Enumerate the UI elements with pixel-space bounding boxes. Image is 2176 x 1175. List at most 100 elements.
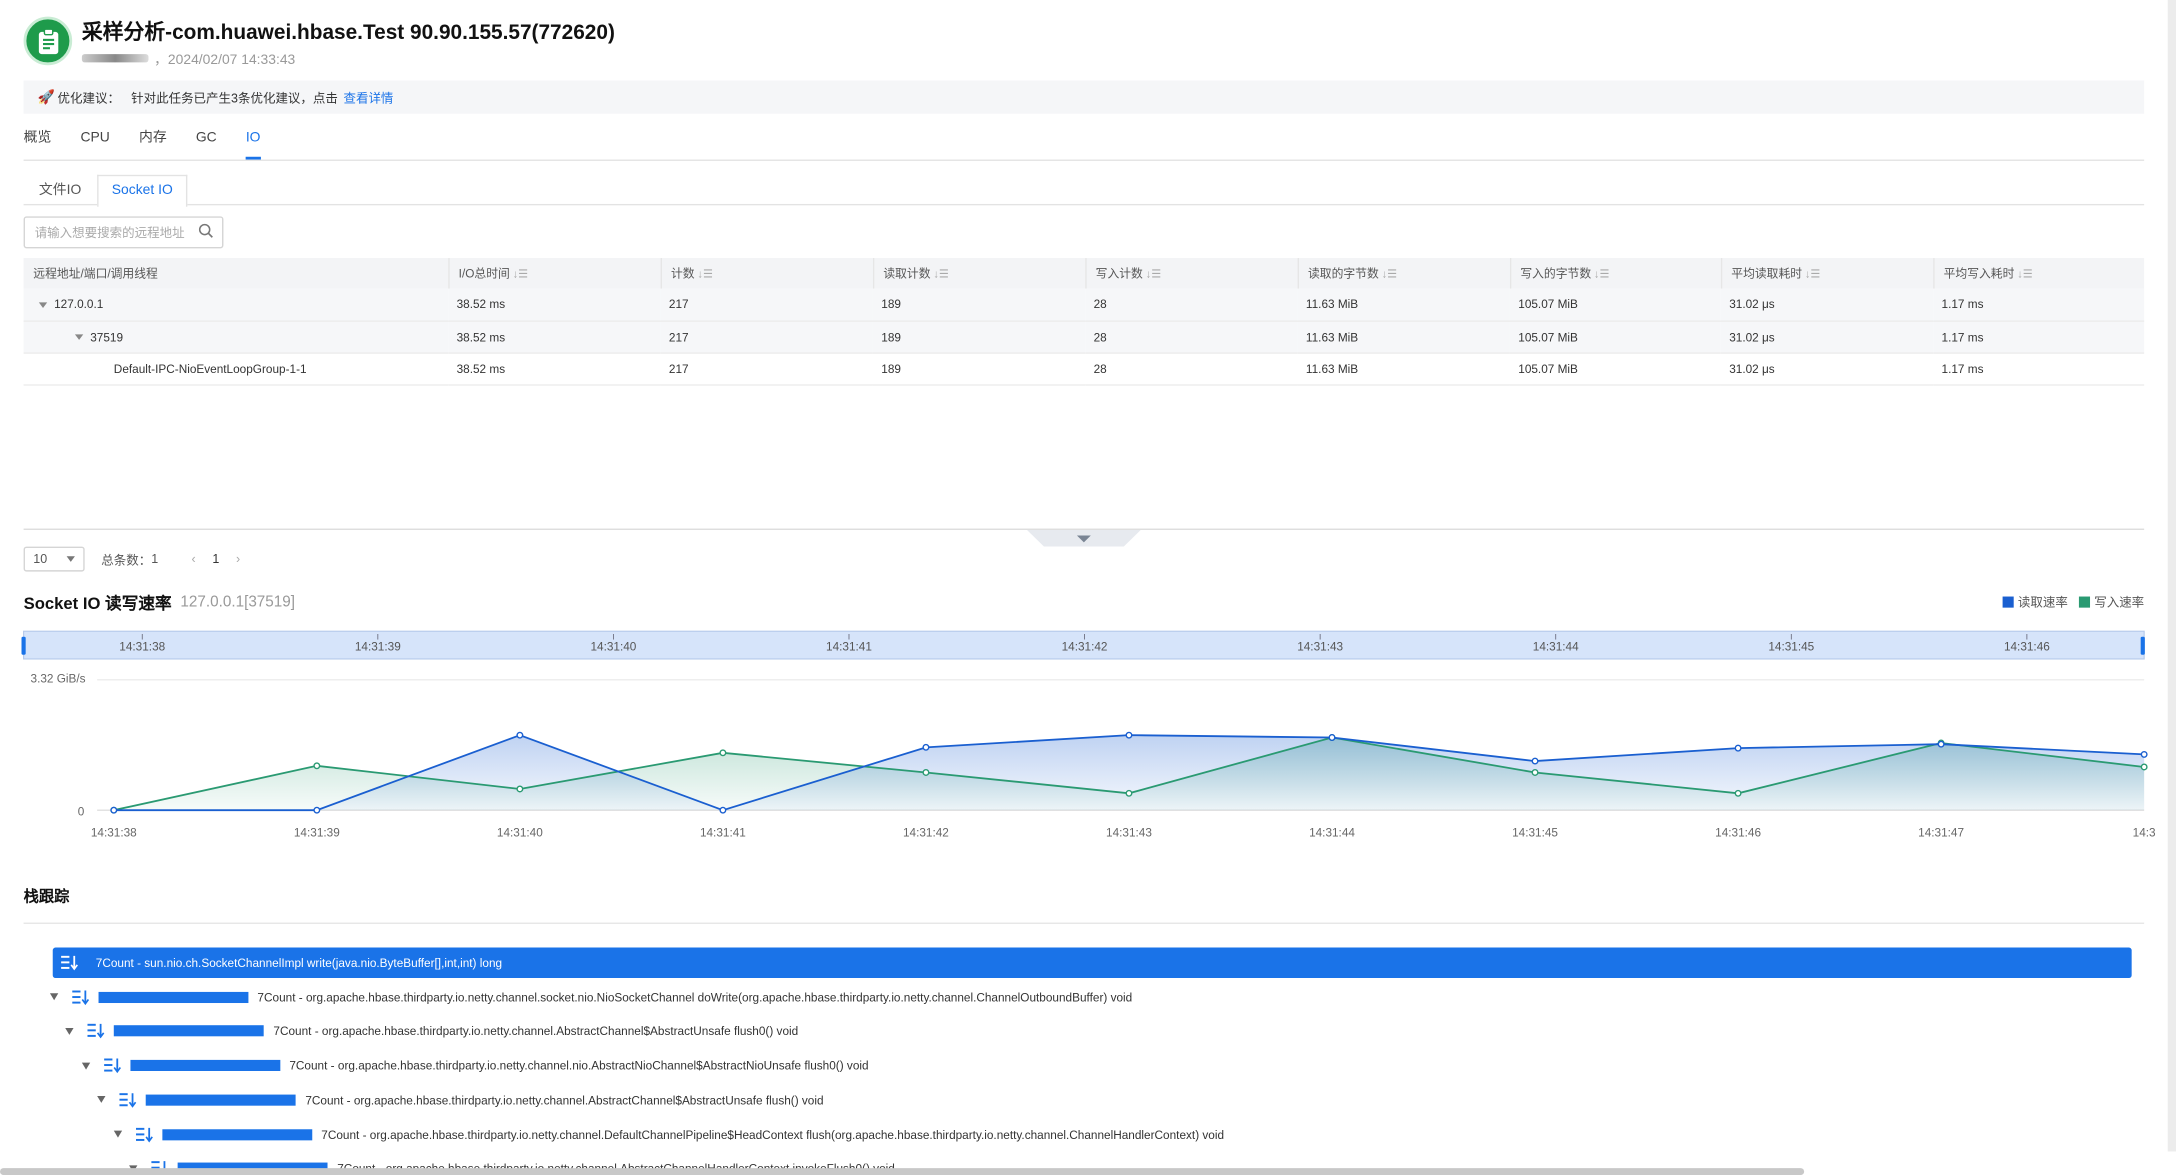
col-read-count[interactable]: 读取计数 ↓☰: [872, 258, 1086, 289]
expand-caret-icon[interactable]: [49, 993, 58, 1001]
notice-text: 针对此任务已产生3条优化建议，点击: [131, 90, 338, 105]
search-icon[interactable]: [198, 223, 213, 241]
sort-order-icon: [87, 1022, 105, 1040]
frame-count-bar: [145, 1094, 296, 1106]
stack-frame-label: 7Count - org.apache.hbase.thirdparty.io.…: [289, 1058, 869, 1073]
stack-frame-row[interactable]: 7Count - sun.nio.ch.SocketChannelImpl wr…: [52, 947, 2132, 979]
brush-handle-right: [2140, 636, 2145, 655]
remote-address-search: [23, 216, 224, 249]
col-io-total-time[interactable]: I/O总时间 ↓☰: [448, 258, 662, 289]
sort-icon[interactable]: ↓☰: [1804, 267, 1821, 281]
write-rate-point: [1125, 789, 1133, 797]
brush-tick-label: 14:31:44: [1533, 641, 1579, 654]
sort-icon[interactable]: ↓☰: [512, 267, 529, 281]
stack-frame-label: 7Count - org.apache.hbase.thirdparty.io.…: [273, 1024, 799, 1039]
read-rate-area: [113, 735, 2145, 811]
col-write-bytes[interactable]: 写入的字节数 ↓☰: [1509, 258, 1722, 289]
col-avg-write-time[interactable]: 平均写入耗时 ↓☰: [1933, 258, 2145, 289]
time-range-brush[interactable]: 14:31:38 14:31:39 14:31:40 14:31:41 14:31:42…: [21, 630, 2145, 660]
table-row[interactable]: 127.0.0.1 38.52 ms 217 189 28 11.63 MiB 105.0…: [23, 288, 2145, 322]
col-count[interactable]: 计数 ↓☰: [660, 258, 874, 289]
sort-icon[interactable]: ↓☰: [2017, 267, 2033, 281]
page-number[interactable]: 1: [212, 552, 220, 567]
chart-legend: 读取速率 写入速率: [2002, 592, 2144, 610]
tab-cpu[interactable]: CPU: [80, 130, 110, 146]
stack-frame-label: 7Count - org.apache.hbase.thirdparty.io.…: [305, 1092, 824, 1107]
frame-count-bar: [113, 1025, 264, 1037]
col-avg-read-time[interactable]: 平均读取耗时 ↓☰: [1720, 258, 1934, 289]
legend-item-read[interactable]: 读取速率: [2002, 592, 2068, 610]
stack-frame-row[interactable]: 7Count - org.apache.hbase.thirdparty.io.…: [65, 1016, 798, 1047]
expand-caret-icon[interactable]: [97, 1096, 106, 1104]
page-title: 采样分析-com.huawei.hbase.Test 90.90.155.57(…: [81, 20, 615, 45]
tab-io[interactable]: IO: [245, 128, 261, 160]
sort-icon[interactable]: ↓☰: [933, 267, 949, 281]
horizontal-scrollbar[interactable]: [0, 1168, 1805, 1175]
expand-caret-icon[interactable]: [81, 1062, 90, 1070]
sort-icon[interactable]: ↓☰: [697, 267, 713, 281]
x-tick-label: 14:31:43: [1106, 827, 1152, 840]
read-rate-point: [922, 743, 930, 751]
subtab-file-io[interactable]: 文件IO: [38, 183, 82, 199]
table-row[interactable]: 37519 38.52 ms 217 189 28 11.63 MiB 105.07 Mi…: [23, 320, 2145, 354]
vertical-scrollbar[interactable]: [2167, 0, 2176, 1152]
stack-frame-row[interactable]: 7Count - org.apache.hbase.thirdparty.io.…: [97, 1085, 824, 1116]
col-read-bytes[interactable]: 读取的字节数 ↓☰: [1297, 258, 1511, 289]
sort-icon[interactable]: ↓☰: [1593, 267, 1610, 281]
brush-tick-label: 14:31:39: [355, 641, 401, 654]
read-rate-point: [1328, 734, 1336, 741]
write-rate-point: [719, 749, 727, 757]
write-rate-point: [922, 769, 930, 776]
stack-trace-title: 栈跟踪: [23, 889, 70, 906]
chevron-down-icon: [1076, 534, 1091, 542]
expand-caret-icon[interactable]: [65, 1027, 74, 1035]
task-meta: ，2024/02/07 14:33:43: [81, 47, 295, 68]
col-write-count[interactable]: 写入计数 ↓☰: [1085, 258, 1299, 289]
x-tick-label: 14:3: [2133, 827, 2156, 840]
read-rate-point: [110, 806, 118, 814]
task-clipboard-icon: [23, 16, 73, 66]
write-rate-point: [2140, 763, 2148, 771]
collapse-panel-button[interactable]: [1026, 529, 1141, 547]
sort-icon[interactable]: ↓☰: [1381, 267, 1398, 281]
subtab-socket-io[interactable]: Socket IO: [96, 174, 189, 207]
total-label: 总条数：: [101, 552, 152, 567]
x-tick-label: 14:31:41: [700, 827, 746, 840]
write-rate-point: [313, 762, 321, 770]
table-header: 远程地址/端口/调用线程 I/O总时间 ↓☰ 计数 ↓☰ 读取计数 ↓☰ 写入计数 ↓☰…: [23, 258, 2145, 289]
expand-caret-icon[interactable]: [74, 334, 84, 341]
x-tick-label: 14:31:40: [497, 827, 543, 840]
prev-page-icon[interactable]: ‹: [191, 552, 196, 567]
view-details-link[interactable]: 查看详情: [343, 90, 394, 105]
stack-frame-row[interactable]: 7Count - org.apache.hbase.thirdparty.io.…: [81, 1050, 869, 1081]
brush-tick-label: 14:31:45: [1768, 641, 1814, 654]
search-input[interactable]: [34, 225, 188, 240]
chevron-down-icon: [66, 556, 75, 562]
tab-memory[interactable]: 内存: [138, 130, 167, 146]
stack-frame-row[interactable]: 7Count - org.apache.hbase.thirdparty.io.…: [49, 982, 1132, 1013]
expand-caret-icon[interactable]: [38, 302, 48, 308]
sort-icon[interactable]: ↓☰: [1145, 267, 1162, 281]
expand-caret-icon[interactable]: [113, 1130, 122, 1138]
tab-gc[interactable]: GC: [195, 130, 217, 146]
chart-subtitle: 127.0.0.1[37519]: [180, 593, 296, 611]
x-tick-label: 14:31:42: [903, 827, 949, 840]
page-size-value: 10: [33, 552, 48, 567]
tab-overview[interactable]: 概览: [23, 130, 52, 146]
x-tick-label: 14:31:46: [1715, 827, 1761, 840]
table-row[interactable]: Default-IPC-NioEventLoopGroup-1-1 38.52 …: [23, 352, 2145, 385]
x-tick-label: 14:31:39: [294, 827, 340, 840]
y-tick-label: 3.32 GiB/s: [31, 673, 86, 686]
socket-io-table: 远程地址/端口/调用线程 I/O总时间 ↓☰ 计数 ↓☰ 读取计数 ↓☰ 写入计数 ↓☰…: [23, 258, 2145, 385]
page-size-select[interactable]: 10: [23, 546, 85, 572]
write-rate-point: [516, 785, 524, 793]
legend-item-write[interactable]: 写入速率: [2078, 592, 2144, 610]
stack-frame-row[interactable]: 7Count - org.apache.hbase.thirdparty.io.…: [113, 1119, 1224, 1150]
brush-handle-left: [21, 636, 26, 655]
read-rate-point: [1125, 731, 1133, 739]
brush-tick-label: 14:31:40: [590, 641, 636, 654]
read-rate-point: [1937, 740, 1945, 748]
next-page-icon[interactable]: ›: [235, 552, 241, 567]
